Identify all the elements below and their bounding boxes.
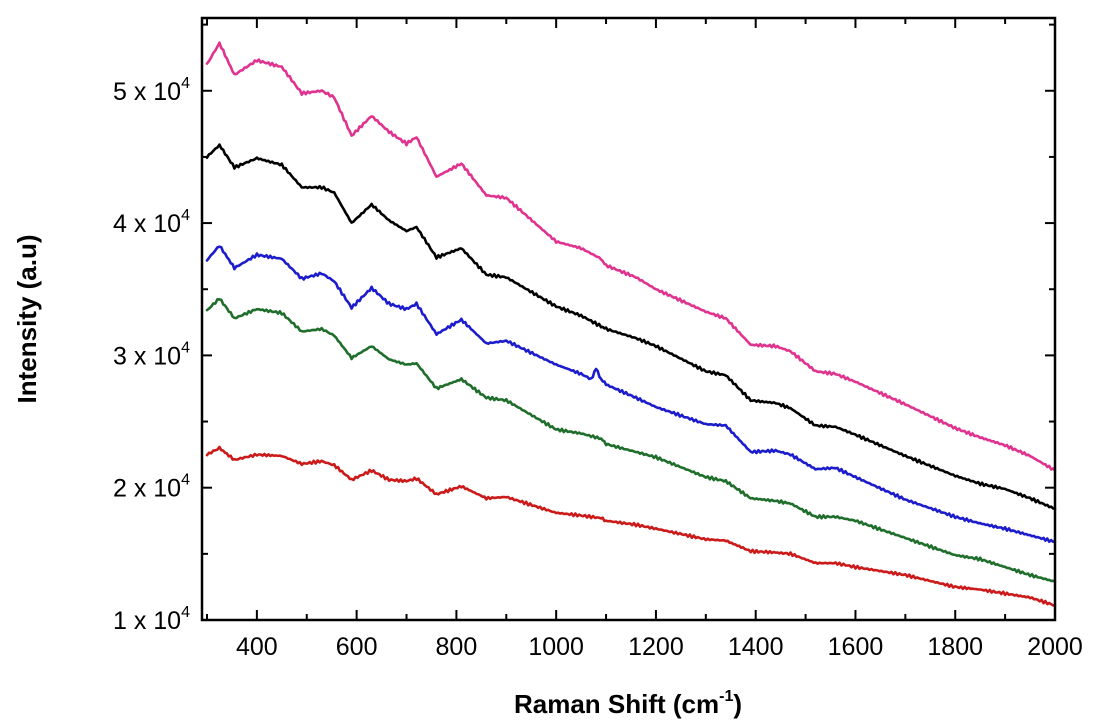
- x-tick-label: 400: [236, 633, 278, 661]
- x-tick-label: 600: [336, 633, 378, 661]
- y-tick-labels: 1 x 104 2 x 104 3 x 104 4 x 104 5 x 104: [113, 75, 190, 635]
- x-tick-label: 2000: [1027, 633, 1083, 661]
- x-tick-label: 1000: [528, 633, 584, 661]
- x-axis-title: Raman Shift (cm-1): [514, 688, 742, 719]
- x-tick-label: 1200: [628, 633, 684, 661]
- y-tick-label: 1 x 104: [113, 604, 190, 635]
- series-line-4: [205, 298, 1057, 583]
- tick-layer: [202, 18, 1056, 621]
- x-tick-label: 1400: [728, 633, 784, 661]
- series-layer: [205, 41, 1057, 607]
- y-tick-label: 2 x 104: [113, 472, 190, 503]
- x-tick-label: 1800: [927, 633, 983, 661]
- x-tick-label: 800: [436, 633, 478, 661]
- x-tick-label: 1600: [828, 633, 884, 661]
- series-line-1: [205, 41, 1057, 472]
- series-line-5: [205, 445, 1057, 607]
- series-line-3: [205, 245, 1057, 544]
- x-tick-labels: 400 600 800 1000 1200 1400 1600 1800 2000: [236, 633, 1083, 661]
- y-tick-label: 3 x 104: [113, 339, 190, 370]
- y-axis-title: Intensity (a.u): [12, 234, 42, 403]
- y-tick-label: 5 x 104: [113, 75, 190, 106]
- series-line-2: [205, 143, 1057, 511]
- y-tick-label: 4 x 104: [113, 207, 190, 238]
- plot-frame: [200, 16, 1057, 622]
